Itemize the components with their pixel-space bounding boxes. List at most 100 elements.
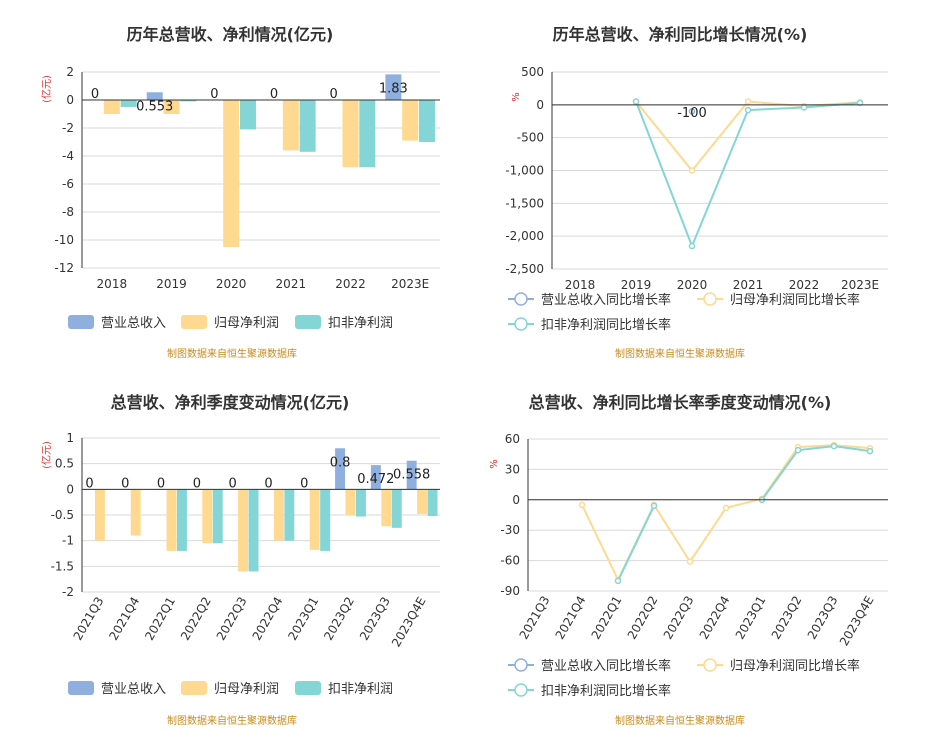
source-note: 制图数据来自恒生聚源数据库 (167, 347, 297, 360)
x-tick-label: 2021Q4 (553, 594, 589, 642)
x-tick-label: 2023Q3 (805, 594, 841, 642)
chart-title: 历年总营收、净利情况(亿元) (127, 25, 334, 44)
data-label: 0 (229, 476, 237, 491)
bar-deducted-profit (427, 489, 438, 517)
bar-parent-profit (273, 489, 284, 541)
y-tick-label: 1 (66, 431, 74, 445)
annual-amounts-panel: 历年总营收、净利情况(亿元) (亿元) 2 0 -2 -4 -6 -8 -10 -12 2018… (0, 0, 472, 371)
y-tick-label: -12 (54, 261, 74, 275)
data-label: 0.472 (357, 472, 394, 487)
bar-revenue (146, 92, 163, 100)
quarterly-growth-chart: 总营收、净利同比增长率季度变动情况(%) % 60300-30-60-90202… (489, 393, 888, 727)
x-tick-label: 2023Q1 (733, 594, 769, 642)
legend-marker (514, 683, 528, 697)
bar-parent-profit (417, 489, 428, 514)
data-label: 0 (270, 87, 278, 102)
data-label: -100 (677, 106, 707, 121)
data-label: 0 (85, 476, 93, 491)
y-tick-label: -1,500 (505, 196, 544, 210)
data-label: 0.558 (393, 468, 430, 483)
data-label: 0 (91, 87, 99, 102)
source-note: 制图数据来自恒生聚源数据库 (615, 714, 745, 727)
chart-title: 历年总营收、净利同比增长情况(%) (553, 25, 808, 44)
legend: 营业总收入 归母净利润 扣非净利润 (68, 315, 393, 331)
y-axis-unit: (亿元) (40, 441, 53, 469)
data-point (688, 108, 696, 115)
bar-parent-profit (402, 100, 419, 141)
y-tick-label: -60 (500, 554, 520, 568)
legend-label: 归母净利润同比增长率 (730, 658, 860, 674)
x-tick-label: 2022 (335, 277, 366, 291)
x-tick-label: 2022Q4 (697, 594, 733, 642)
bar-deducted-profit (418, 100, 435, 142)
y-axis-unit: % (489, 459, 500, 469)
x-tick-label: 2021 (276, 277, 307, 291)
data-label: 0 (157, 476, 165, 491)
source-note: 制图数据来自恒生聚源数据库 (167, 714, 297, 727)
bar-parent-profit (166, 489, 177, 551)
legend-swatch (181, 315, 207, 329)
x-tick-label: 2023Q2 (321, 595, 357, 643)
y-tick-label: 0 (512, 493, 520, 507)
bar-revenue (406, 460, 417, 490)
x-tick-label: 2023Q4E (837, 594, 877, 649)
x-tick-label: 2023Q2 (769, 594, 805, 642)
series-line-parent-profit (581, 444, 871, 583)
data-point (866, 447, 874, 455)
y-tick-label: 0 (66, 482, 74, 496)
y-tick-label: -10 (54, 233, 74, 247)
bar-deducted-profit (359, 100, 376, 168)
data-point (856, 99, 864, 107)
legend-marker (514, 317, 528, 331)
data-point (744, 98, 752, 105)
data-point (688, 242, 696, 250)
data-label: 0 (210, 87, 218, 102)
y-axis-unit: (亿元) (40, 75, 53, 103)
y-tick-label: -4 (62, 149, 74, 163)
legend-label: 归母净利润 (214, 316, 279, 331)
quarterly-growth-panel: 总营收、净利同比增长率季度变动情况(%) % 60 30 0 -30 -60 -90 202… (472, 371, 945, 742)
chart-title: 总营收、净利同比增长率季度变动情况(%) (529, 393, 832, 412)
x-tick-label: 2022 (789, 278, 820, 292)
bar-deducted-profit (391, 489, 402, 528)
legend-label: 营业总收入 (101, 682, 166, 697)
data-point (650, 502, 658, 510)
legend-swatch (68, 315, 94, 329)
y-tick-label: -1 (62, 534, 74, 548)
bar-parent-profit (345, 489, 356, 515)
x-tick-label: 2023Q1 (285, 595, 321, 643)
data-point (578, 501, 586, 509)
x-tick-label: 2021Q3 (517, 594, 553, 642)
x-tick-label: 2019 (156, 277, 187, 291)
bar-parent-profit (202, 489, 213, 544)
series-line-deducted-profit (635, 101, 861, 249)
legend-marker (703, 292, 717, 306)
x-tick-label: 2020 (216, 277, 247, 291)
data-point (614, 577, 622, 585)
bar-deducted-profit (176, 489, 187, 551)
legend-swatch (181, 681, 207, 695)
bar-revenue (385, 74, 402, 100)
data-point (632, 98, 640, 105)
x-tick-label: 2020 (677, 278, 708, 292)
annual-growth-panel: 历年总营收、净利同比增长情况(%) % 500 0 -500 -1,000 -1,500… (472, 0, 945, 371)
data-label: 0 (330, 87, 338, 102)
data-point (830, 442, 838, 450)
data-point (688, 167, 696, 174)
x-tick-label: 2018 (97, 277, 128, 291)
data-point (686, 558, 694, 565)
y-tick-label: -8 (62, 205, 74, 219)
bar-parent-profit (342, 100, 359, 168)
x-tick-label: 2022Q3 (214, 595, 250, 643)
x-tick-label: 2018 (565, 278, 596, 292)
data-label: 0 (264, 476, 272, 491)
legend-label: 扣非净利润 (328, 316, 393, 331)
bar-revenue (370, 465, 381, 490)
legend-marker (514, 292, 528, 306)
data-point (800, 104, 808, 111)
legend-label: 营业总收入 (101, 316, 166, 331)
bar-parent-profit (238, 489, 249, 572)
annual-growth-chart: 历年总营收、净利同比增长情况(%) % 500 0 -500 -1,000 -1,500… (505, 25, 888, 360)
